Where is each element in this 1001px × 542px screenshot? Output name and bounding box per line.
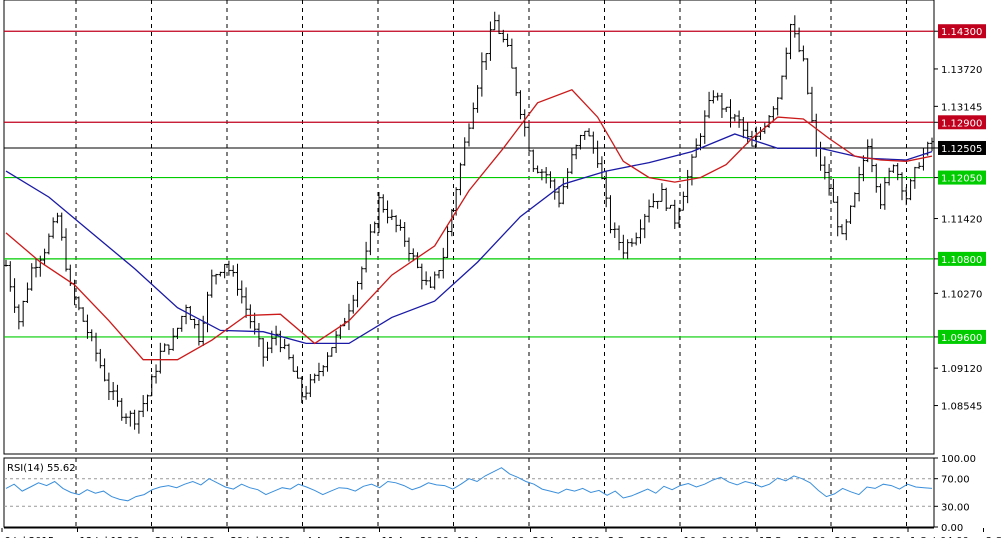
rsi-tick-label: 30.00 [941, 502, 970, 513]
rsi-tick-label: 0.00 [941, 523, 963, 534]
rsi-tick-label: 100.00 [941, 454, 976, 465]
level-label: 1.14300 [941, 27, 982, 38]
level-label: 1.09600 [941, 333, 982, 344]
y-tick-label: 1.11420 [941, 215, 982, 226]
level-label: 1.12050 [941, 174, 982, 185]
main-plot-frame [4, 0, 934, 454]
current-price-label: 1.12505 [941, 144, 982, 155]
rsi-panel-frame [4, 458, 934, 527]
level-label: 1.10800 [941, 255, 982, 266]
y-tick-label: 1.08545 [941, 402, 982, 413]
level-label: 1.12900 [941, 118, 982, 129]
rsi-tick-label: 70.00 [941, 475, 970, 486]
y-tick-label: 1.09120 [941, 364, 982, 375]
y-tick-label: 1.13145 [941, 102, 982, 113]
rsi-title: RSI(14) 55.62 [7, 463, 76, 474]
y-tick-label: 1.10270 [941, 289, 982, 300]
y-tick-label: 1.13720 [941, 65, 982, 76]
